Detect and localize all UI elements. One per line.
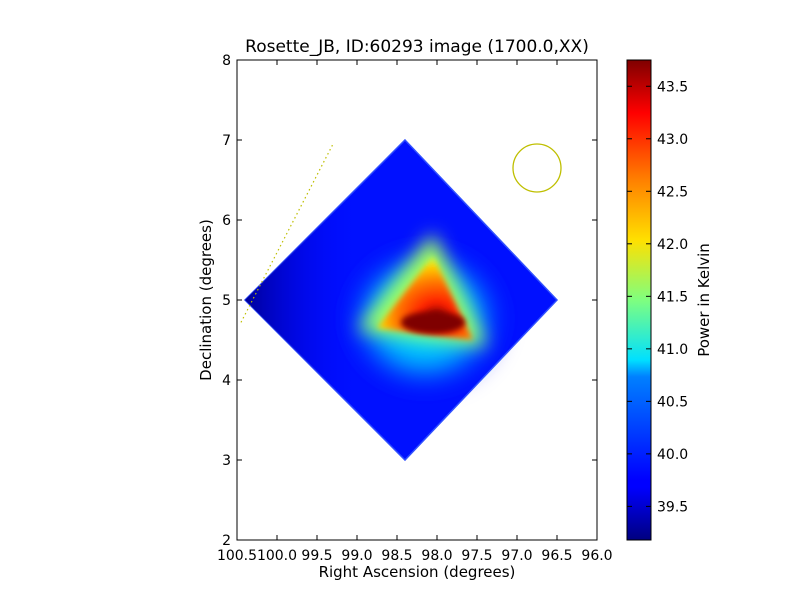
x-tick-label: 99.0 bbox=[341, 548, 372, 564]
colorbar bbox=[626, 59, 652, 541]
x-tick-label: 97.0 bbox=[501, 548, 532, 564]
hotspot-core bbox=[401, 311, 465, 334]
y-tick-label: 4 bbox=[222, 373, 231, 389]
colorbar-tick-label: 39.5 bbox=[657, 499, 688, 515]
x-tick-label: 96.0 bbox=[581, 548, 612, 564]
x-tick-label: 100.5 bbox=[217, 548, 257, 564]
y-axis-label: Declination (degrees) bbox=[197, 219, 215, 381]
heatmap-area bbox=[240, 138, 562, 462]
y-tick-label: 5 bbox=[222, 293, 231, 309]
colorbar-tick-label: 40.0 bbox=[657, 447, 688, 463]
dotted-line bbox=[240, 143, 334, 323]
chart-title: Rosette_JB, ID:60293 image (1700.0,XX) bbox=[245, 37, 589, 57]
colorbar-tick-label: 41.0 bbox=[657, 342, 688, 358]
colorbar-label: Power in Kelvin bbox=[695, 243, 713, 357]
y-tick-label: 8 bbox=[222, 53, 231, 69]
x-axis-label: Right Ascension (degrees) bbox=[319, 563, 516, 581]
x-tick-label: 98.0 bbox=[421, 548, 452, 564]
y-axis: 2 3 4 5 6 7 8 bbox=[222, 53, 597, 549]
y-tick-label: 6 bbox=[222, 213, 231, 229]
x-tick-label: 98.5 bbox=[381, 548, 412, 564]
colorbar-tick-label: 42.0 bbox=[657, 237, 688, 253]
colorbar-tick-label: 40.5 bbox=[657, 394, 688, 410]
y-tick-label: 7 bbox=[222, 133, 231, 149]
beam-circle bbox=[512, 143, 562, 193]
x-tick-label: 96.5 bbox=[541, 548, 572, 564]
colorbar-tick-label: 42.5 bbox=[657, 184, 688, 200]
colorbar-tick-label: 43.5 bbox=[657, 79, 688, 95]
y-tick-label: 2 bbox=[222, 533, 231, 549]
colorbar-tick-label: 41.5 bbox=[657, 289, 688, 305]
colorbar-ticks: 39.5 40.0 40.5 41.0 41.5 42.0 42.5 43.0 43.5 bbox=[627, 79, 688, 515]
x-axis: 100.5 100.0 99.5 99.0 98.5 98.0 97.5 97.0 96.5 96… bbox=[217, 60, 613, 564]
x-tick-label: 100.0 bbox=[257, 548, 297, 564]
colorbar-tick-label: 43.0 bbox=[657, 132, 688, 148]
x-tick-label: 97.5 bbox=[461, 548, 492, 564]
x-tick-label: 99.5 bbox=[301, 548, 332, 564]
y-tick-label: 3 bbox=[222, 453, 231, 469]
